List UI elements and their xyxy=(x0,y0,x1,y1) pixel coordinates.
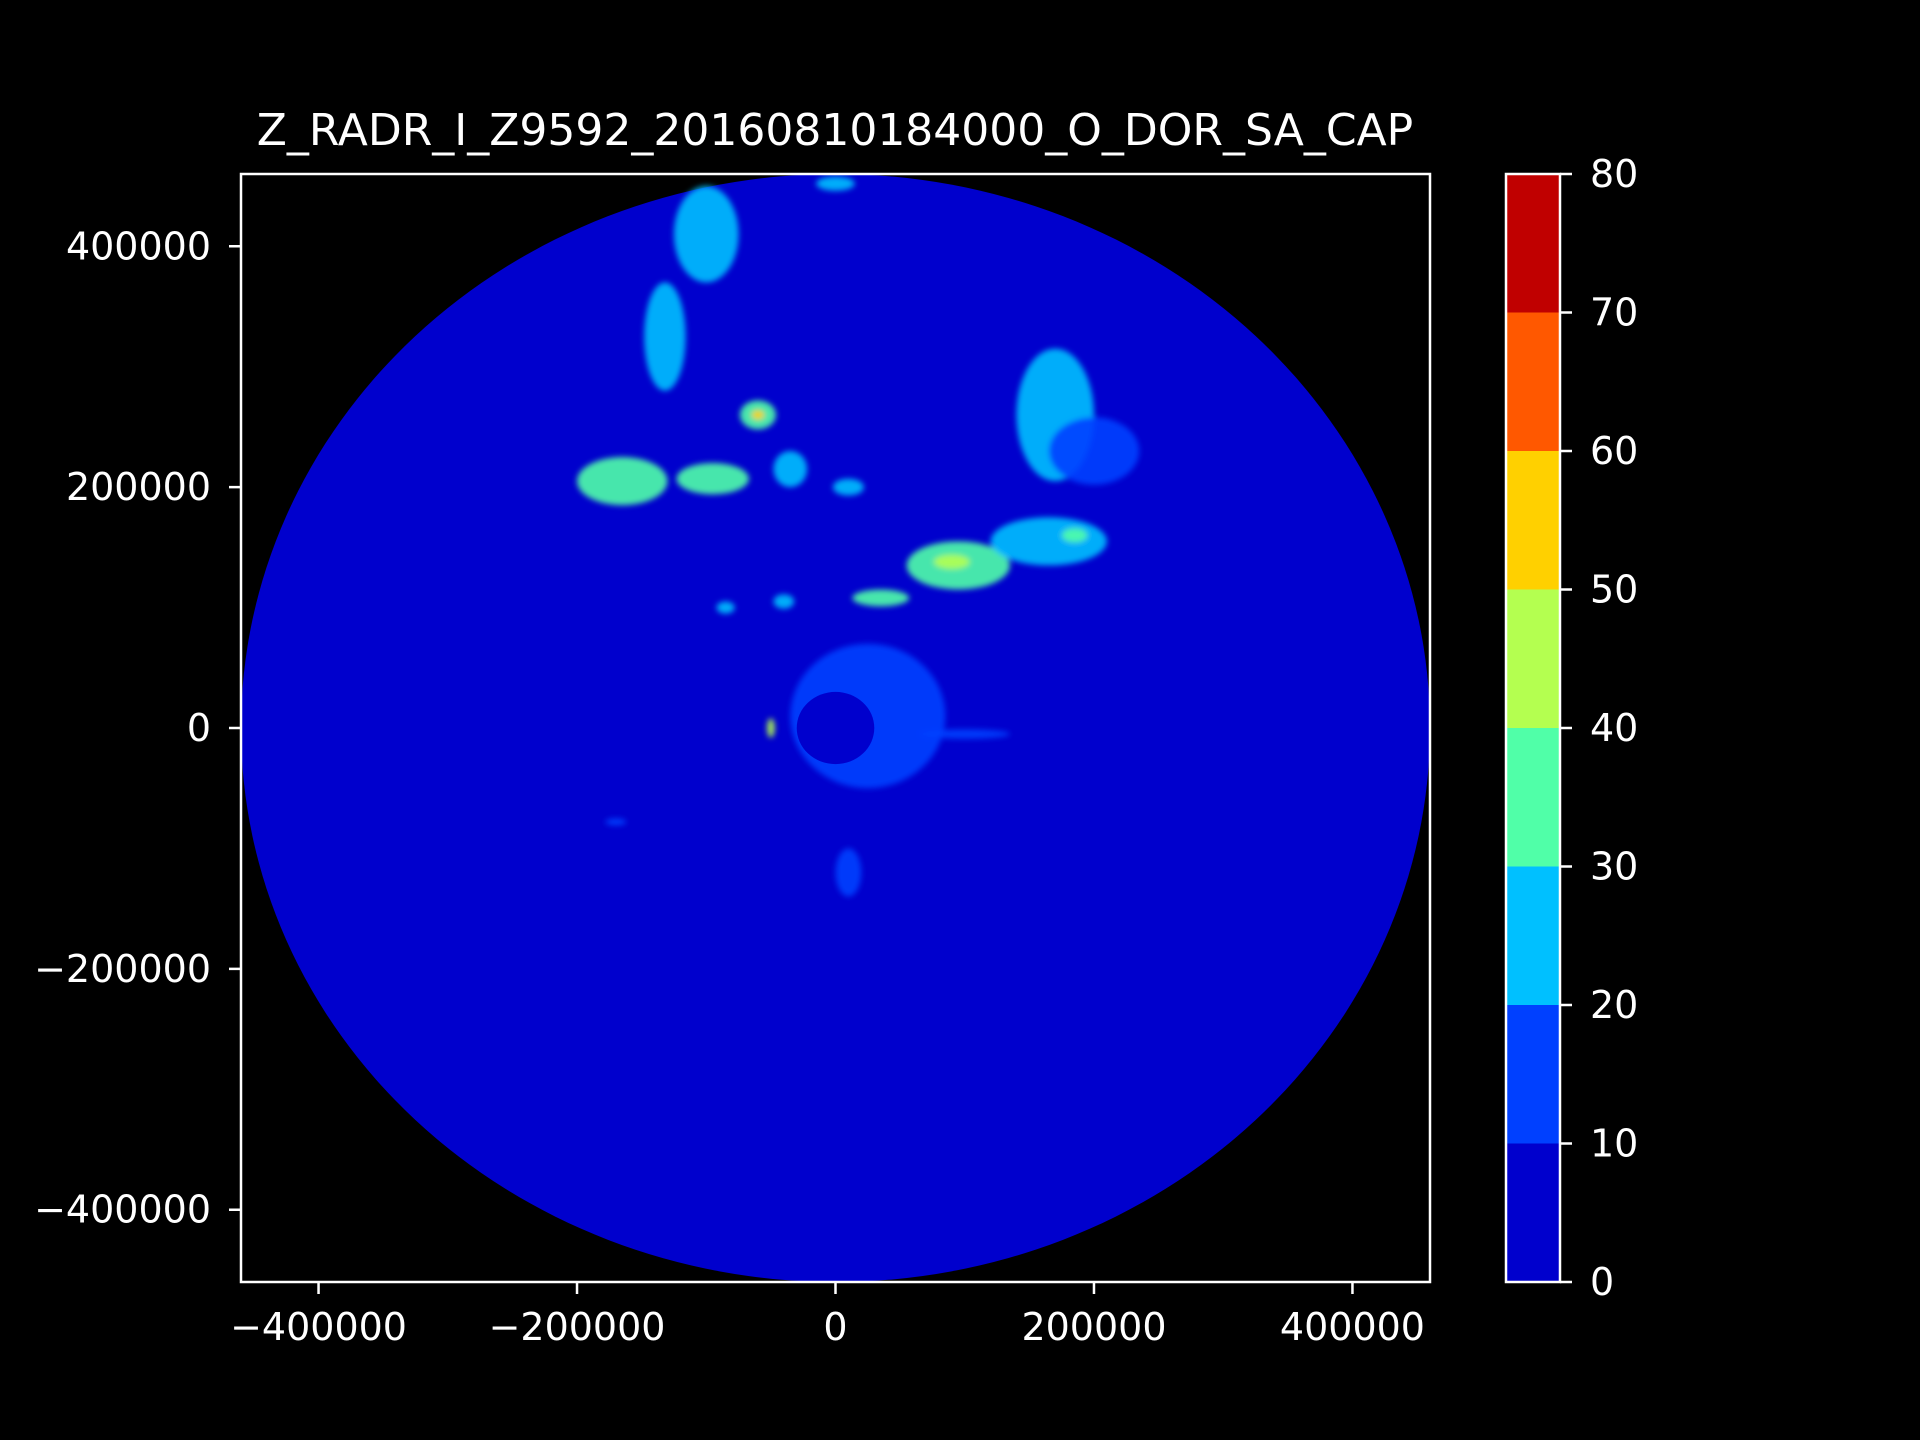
echo-region xyxy=(773,451,808,488)
echo-region xyxy=(716,601,735,614)
colorbar-block xyxy=(1506,728,1560,867)
echo-region xyxy=(577,457,668,506)
colorbar-tick-label: 60 xyxy=(1590,429,1638,473)
echo-region xyxy=(751,410,765,420)
y-tick-label: 0 xyxy=(187,706,211,750)
echo-region xyxy=(832,478,864,496)
echo-region xyxy=(644,282,686,391)
colorbar: 0 10 20 30 40 50 60 70 80 xyxy=(1504,152,1638,1304)
x-tick-label: −400000 xyxy=(230,1305,407,1349)
x-axis: −400000 −200000 0 200000 400000 xyxy=(230,1282,1425,1349)
colorbar-tick-label: 10 xyxy=(1590,1122,1638,1166)
x-tick-label: 200000 xyxy=(1021,1305,1166,1349)
colorbar-tick-label: 30 xyxy=(1590,845,1638,889)
echo-region xyxy=(816,176,855,191)
echo-region xyxy=(919,729,1010,739)
x-tick-label: −200000 xyxy=(489,1305,666,1349)
echo-region xyxy=(773,594,795,609)
radar-center-gap xyxy=(796,691,875,765)
y-tick-label: −400000 xyxy=(34,1188,211,1232)
colorbar-tick-label: 70 xyxy=(1590,291,1638,335)
x-tick-label: 0 xyxy=(823,1305,847,1349)
colorbar-ticks: 0 10 20 30 40 50 60 70 80 xyxy=(1560,152,1638,1304)
chart-title: Z_RADR_I_Z9592_20160810184000_O_DOR_SA_C… xyxy=(257,105,1413,156)
y-tick-label: −200000 xyxy=(34,947,211,991)
echo-region xyxy=(933,554,970,570)
echo-region xyxy=(835,848,862,897)
echo-region xyxy=(1061,528,1088,543)
plot-area xyxy=(241,174,1430,1282)
colorbar-block xyxy=(1506,1143,1560,1282)
y-tick-label: 400000 xyxy=(66,224,211,268)
echo-region xyxy=(1048,417,1140,485)
colorbar-tick-label: 20 xyxy=(1590,983,1638,1027)
echo-region xyxy=(605,818,627,826)
y-axis: −400000 −200000 0 200000 400000 xyxy=(34,224,241,1232)
y-tick-label: 200000 xyxy=(66,465,211,509)
x-tick-label: 400000 xyxy=(1280,1305,1425,1349)
colorbar-tick-label: 0 xyxy=(1590,1260,1614,1304)
colorbar-tick-label: 50 xyxy=(1590,568,1638,612)
colorbar-block xyxy=(1506,451,1560,590)
colorbar-block xyxy=(1506,866,1560,1005)
echo-region xyxy=(676,463,749,495)
colorbar-block xyxy=(1506,589,1560,728)
echo-region xyxy=(852,589,910,607)
echo-region xyxy=(990,517,1107,566)
colorbar-block xyxy=(1506,312,1560,451)
echo-region xyxy=(673,186,739,283)
colorbar-blocks xyxy=(1506,174,1560,1282)
echo-region xyxy=(767,718,775,738)
colorbar-tick-label: 80 xyxy=(1590,152,1638,196)
colorbar-block xyxy=(1506,1005,1560,1144)
colorbar-block xyxy=(1506,174,1560,313)
colorbar-tick-label: 40 xyxy=(1590,706,1638,750)
